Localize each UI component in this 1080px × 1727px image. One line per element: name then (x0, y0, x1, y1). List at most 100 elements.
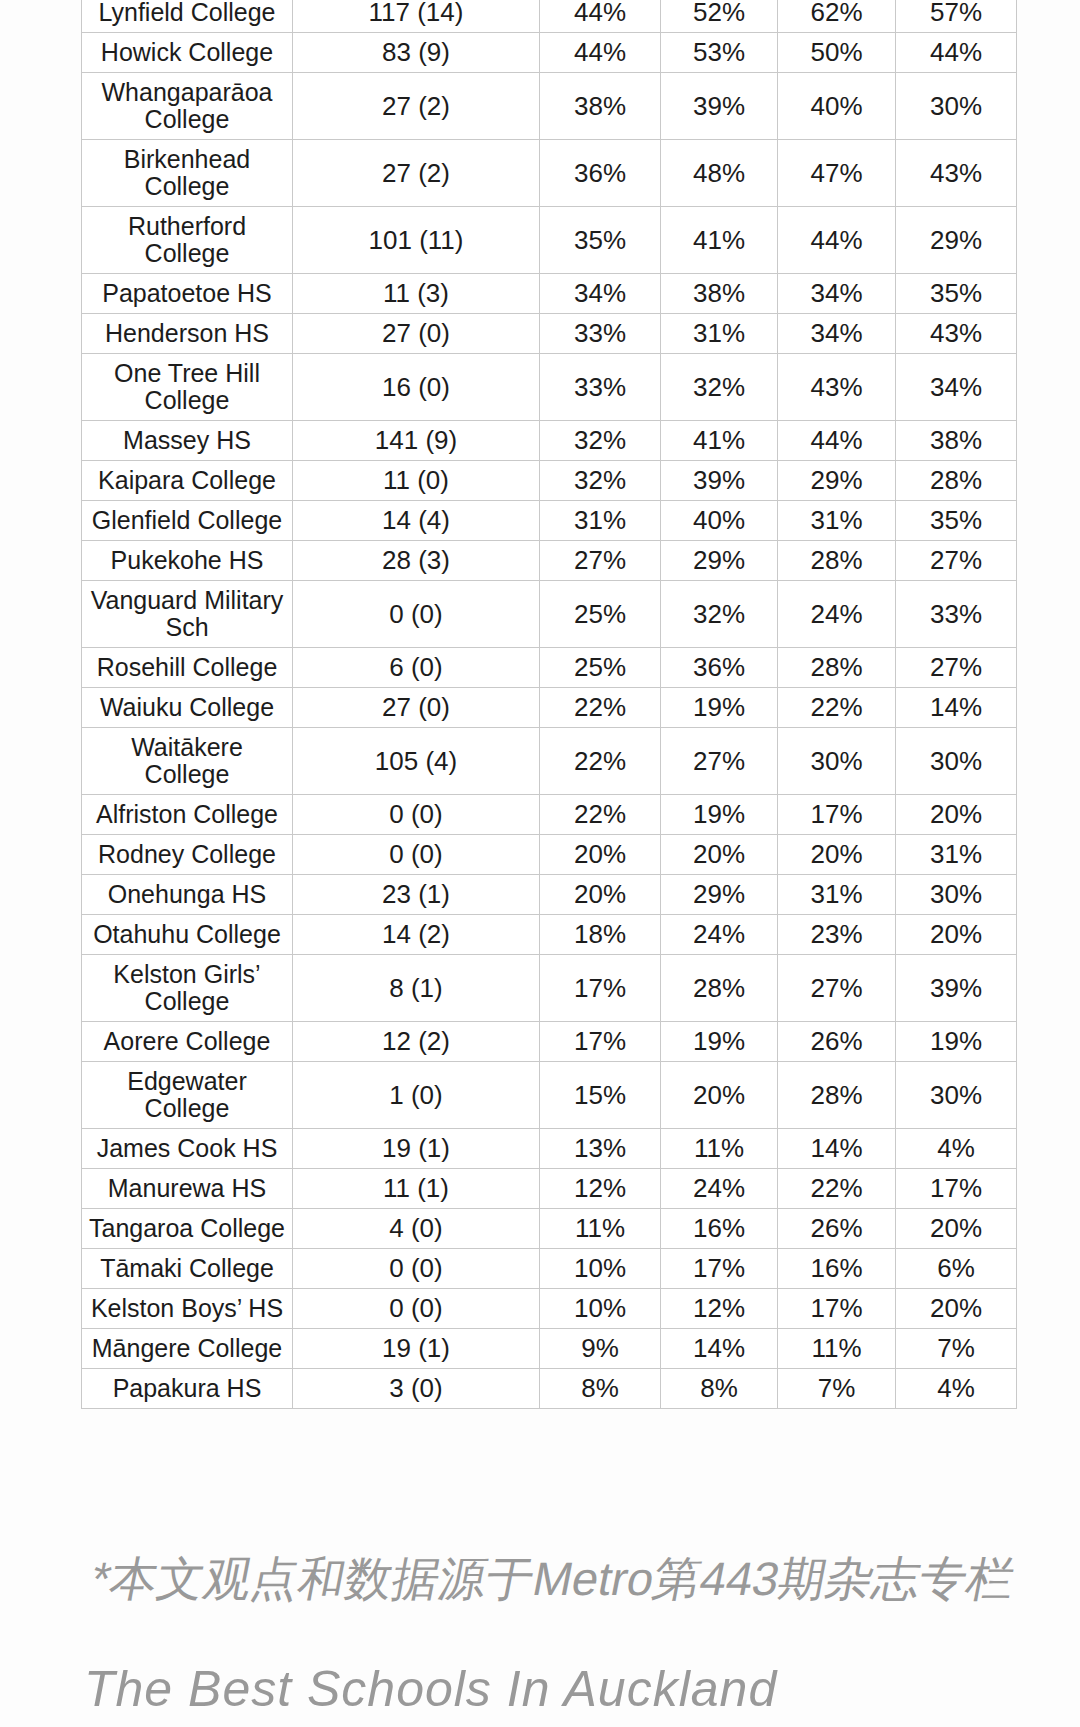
percent-cell-3: 26% (778, 1022, 896, 1062)
percent-cell-4: 27% (896, 648, 1017, 688)
school-name-cell: Glenfield College (82, 501, 293, 541)
school-name-cell: Waitākere College (82, 728, 293, 795)
percent-cell-4: 57% (896, 0, 1017, 33)
percent-cell-3: 47% (778, 140, 896, 207)
percent-cell-4: 35% (896, 501, 1017, 541)
percent-cell-1: 33% (540, 314, 661, 354)
school-name-cell: Tāmaki College (82, 1249, 293, 1289)
school-name-cell: Waiuku College (82, 688, 293, 728)
school-name-cell: Whangaparāoa College (82, 73, 293, 140)
percent-cell-1: 22% (540, 795, 661, 835)
school-name-cell: Papakura HS (82, 1369, 293, 1409)
count-cell: 27 (0) (293, 314, 540, 354)
percent-cell-4: 7% (896, 1329, 1017, 1369)
percent-cell-3: 17% (778, 795, 896, 835)
percent-cell-4: 39% (896, 955, 1017, 1022)
table-row: Manurewa HS 11 (1) 12% 24% 22% 17% (82, 1169, 1017, 1209)
percent-cell-2: 16% (661, 1209, 778, 1249)
percent-cell-1: 34% (540, 274, 661, 314)
count-cell: 105 (4) (293, 728, 540, 795)
percent-cell-3: 22% (778, 1169, 896, 1209)
percent-cell-2: 53% (661, 33, 778, 73)
percent-cell-2: 24% (661, 1169, 778, 1209)
count-cell: 23 (1) (293, 875, 540, 915)
table-row: Papakura HS 3 (0) 8% 8% 7% 4% (82, 1369, 1017, 1409)
percent-cell-1: 11% (540, 1209, 661, 1249)
count-cell: 27 (0) (293, 688, 540, 728)
count-cell: 27 (2) (293, 140, 540, 207)
percent-cell-3: 24% (778, 581, 896, 648)
percent-cell-4: 20% (896, 915, 1017, 955)
table-row: Glenfield College 14 (4) 31% 40% 31% 35% (82, 501, 1017, 541)
percent-cell-2: 38% (661, 274, 778, 314)
percent-cell-4: 6% (896, 1249, 1017, 1289)
percent-cell-2: 31% (661, 314, 778, 354)
percent-cell-2: 48% (661, 140, 778, 207)
percent-cell-4: 19% (896, 1022, 1017, 1062)
count-cell: 14 (4) (293, 501, 540, 541)
percent-cell-2: 52% (661, 0, 778, 33)
table-row: Birkenhead College 27 (2) 36% 48% 47% 43… (82, 140, 1017, 207)
percent-cell-1: 25% (540, 648, 661, 688)
percent-cell-1: 9% (540, 1329, 661, 1369)
percent-cell-2: 11% (661, 1129, 778, 1169)
percent-cell-2: 28% (661, 955, 778, 1022)
percent-cell-4: 30% (896, 728, 1017, 795)
count-cell: 0 (0) (293, 1249, 540, 1289)
percent-cell-1: 32% (540, 421, 661, 461)
percent-cell-4: 33% (896, 581, 1017, 648)
count-cell: 0 (0) (293, 581, 540, 648)
school-results-table: Lynfield College 117 (14) 44% 52% 62% 57… (81, 0, 1016, 1409)
percent-cell-4: 34% (896, 354, 1017, 421)
table-row: Kelston Girls’ College 8 (1) 17% 28% 27%… (82, 955, 1017, 1022)
percent-cell-3: 50% (778, 33, 896, 73)
percent-cell-1: 32% (540, 461, 661, 501)
percent-cell-2: 19% (661, 795, 778, 835)
percent-cell-3: 31% (778, 875, 896, 915)
count-cell: 11 (3) (293, 274, 540, 314)
percent-cell-3: 20% (778, 835, 896, 875)
percent-cell-1: 15% (540, 1062, 661, 1129)
count-cell: 3 (0) (293, 1369, 540, 1409)
percent-cell-2: 12% (661, 1289, 778, 1329)
percent-cell-2: 40% (661, 501, 778, 541)
school-name-cell: Vanguard Military Sch (82, 581, 293, 648)
percent-cell-3: 28% (778, 1062, 896, 1129)
count-cell: 0 (0) (293, 835, 540, 875)
percent-cell-4: 20% (896, 1289, 1017, 1329)
count-cell: 19 (1) (293, 1129, 540, 1169)
count-cell: 0 (0) (293, 1289, 540, 1329)
count-cell: 14 (2) (293, 915, 540, 955)
count-cell: 11 (0) (293, 461, 540, 501)
percent-cell-1: 12% (540, 1169, 661, 1209)
percent-cell-1: 22% (540, 688, 661, 728)
percent-cell-1: 25% (540, 581, 661, 648)
percent-cell-2: 20% (661, 835, 778, 875)
percent-cell-3: 23% (778, 915, 896, 955)
school-name-cell: Howick College (82, 33, 293, 73)
count-cell: 101 (11) (293, 207, 540, 274)
count-cell: 11 (1) (293, 1169, 540, 1209)
percent-cell-4: 29% (896, 207, 1017, 274)
percent-cell-1: 33% (540, 354, 661, 421)
percent-cell-1: 31% (540, 501, 661, 541)
table-row: Kelston Boys’ HS 0 (0) 10% 12% 17% 20% (82, 1289, 1017, 1329)
percent-cell-2: 41% (661, 207, 778, 274)
count-cell: 16 (0) (293, 354, 540, 421)
percent-cell-3: 62% (778, 0, 896, 33)
table-row: Onehunga HS 23 (1) 20% 29% 31% 30% (82, 875, 1017, 915)
percent-cell-2: 20% (661, 1062, 778, 1129)
school-name-cell: Lynfield College (82, 0, 293, 33)
percent-cell-2: 19% (661, 1022, 778, 1062)
percent-cell-4: 27% (896, 541, 1017, 581)
percent-cell-1: 38% (540, 73, 661, 140)
percent-cell-4: 14% (896, 688, 1017, 728)
percent-cell-1: 22% (540, 728, 661, 795)
percent-cell-1: 10% (540, 1289, 661, 1329)
percent-cell-3: 28% (778, 648, 896, 688)
school-name-cell: Kelston Girls’ College (82, 955, 293, 1022)
table-row: Aorere College 12 (2) 17% 19% 26% 19% (82, 1022, 1017, 1062)
school-name-cell: James Cook HS (82, 1129, 293, 1169)
percent-cell-1: 36% (540, 140, 661, 207)
school-name-cell: Pukekohe HS (82, 541, 293, 581)
